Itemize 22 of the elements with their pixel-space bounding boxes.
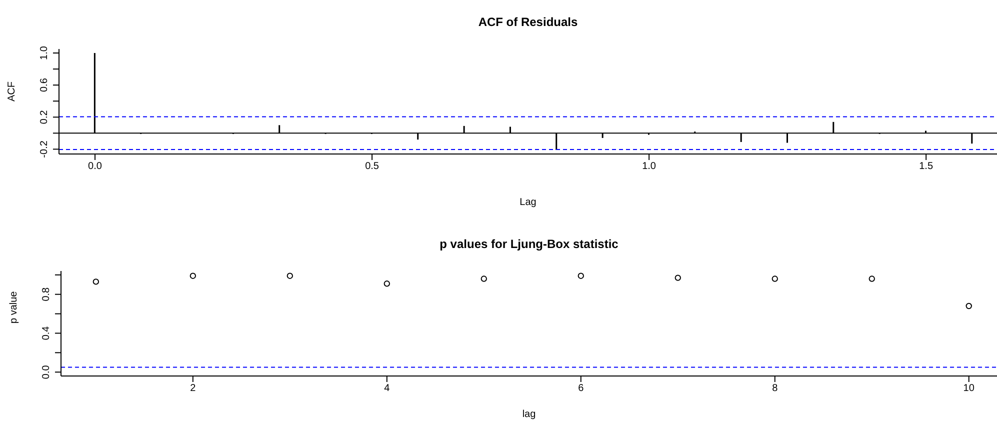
x-tick-label: 1.5 xyxy=(919,161,934,172)
chart-title: ACF of Residuals xyxy=(477,15,579,29)
chart-title: p values for Ljung-Box statistic xyxy=(438,237,620,251)
x-tick-label: 2 xyxy=(190,383,196,394)
y-tick-label: -0.2 xyxy=(39,140,50,158)
x-tick-label: 1.0 xyxy=(642,161,656,172)
x-tick-label: 0.5 xyxy=(365,161,380,172)
y-axis-title: p value xyxy=(8,290,20,324)
x-tick-label: 10 xyxy=(963,383,975,394)
x-axis-title: lag xyxy=(522,409,536,420)
x-axis-title: Lag xyxy=(520,197,536,208)
y-axis-title: ACF xyxy=(6,82,18,102)
y-tick-label: 1.0 xyxy=(39,46,50,60)
y-tick-label: 0.8 xyxy=(41,286,52,302)
y-tick-label: 0.0 xyxy=(41,364,52,380)
y-tick-label: 0.2 xyxy=(39,110,50,124)
x-tick-label: 6 xyxy=(578,383,584,394)
x-tick-label: 4 xyxy=(384,383,390,394)
y-tick-label: 0.4 xyxy=(41,326,52,340)
x-tick-label: 8 xyxy=(772,383,778,394)
x-tick-label: 0.0 xyxy=(88,161,102,172)
y-tick-label: 0.6 xyxy=(39,78,50,92)
